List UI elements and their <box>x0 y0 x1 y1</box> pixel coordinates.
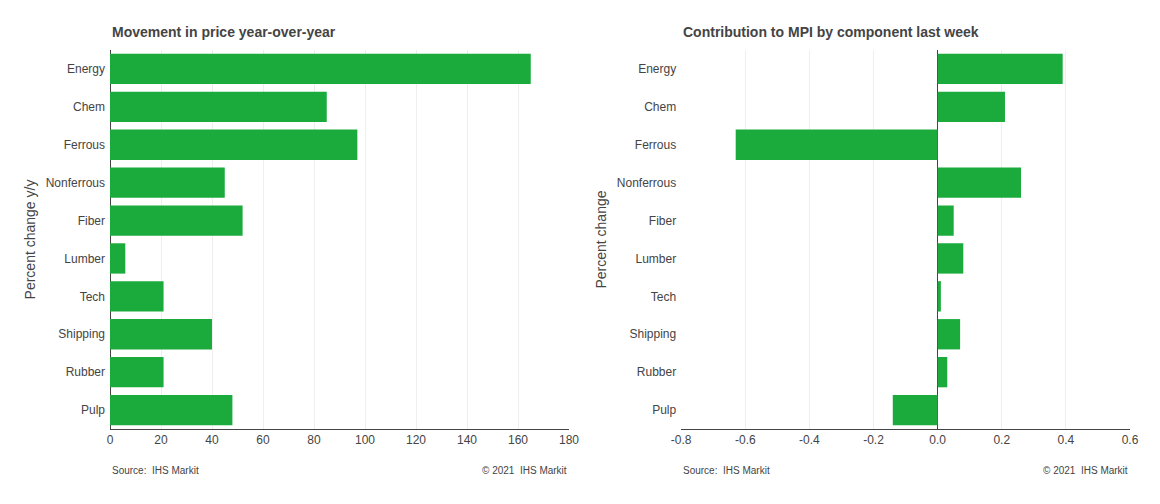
svg-text:Percent change y/y: Percent change y/y <box>22 180 38 300</box>
svg-text:Nonferrous: Nonferrous <box>617 176 676 190</box>
svg-text:Fiber: Fiber <box>78 214 105 228</box>
svg-text:Chem: Chem <box>73 100 105 114</box>
svg-text:-0.2: -0.2 <box>863 433 884 447</box>
svg-text:180: 180 <box>559 433 579 447</box>
svg-text:0: 0 <box>107 433 114 447</box>
svg-text:60: 60 <box>256 433 270 447</box>
svg-text:Percent change: Percent change <box>593 190 609 288</box>
svg-text:0.2: 0.2 <box>993 433 1010 447</box>
svg-text:© 2021 IHS Markit: © 2021 IHS Markit <box>1043 465 1128 476</box>
svg-text:Movement in price year-over-ye: Movement in price year-over-year <box>112 24 336 40</box>
svg-text:Lumber: Lumber <box>64 252 105 266</box>
svg-text:Tech: Tech <box>80 290 105 304</box>
svg-text:Ferrous: Ferrous <box>635 138 676 152</box>
svg-text:Nonferrous: Nonferrous <box>46 176 105 190</box>
svg-text:Shipping: Shipping <box>58 327 105 341</box>
svg-text:40: 40 <box>205 433 219 447</box>
svg-text:140: 140 <box>457 433 477 447</box>
svg-text:Chem: Chem <box>644 100 676 114</box>
svg-text:0.0: 0.0 <box>929 433 946 447</box>
svg-text:120: 120 <box>406 433 426 447</box>
svg-text:Energy: Energy <box>67 62 105 76</box>
svg-text:Tech: Tech <box>651 290 676 304</box>
svg-text:Rubber: Rubber <box>637 365 676 379</box>
svg-text:0.4: 0.4 <box>1058 433 1075 447</box>
svg-text:Source: IHS Markit: Source: IHS Markit <box>112 465 199 476</box>
svg-text:Contribution to MPI by compone: Contribution to MPI by component last we… <box>683 24 979 40</box>
svg-text:-0.6: -0.6 <box>735 433 756 447</box>
svg-text:Source: IHS Markit: Source: IHS Markit <box>683 465 770 476</box>
svg-text:Energy: Energy <box>638 62 676 76</box>
svg-text:160: 160 <box>508 433 528 447</box>
svg-text:Pulp: Pulp <box>81 403 105 417</box>
svg-text:80: 80 <box>307 433 321 447</box>
svg-text:-0.4: -0.4 <box>799 433 820 447</box>
svg-text:Shipping: Shipping <box>629 327 676 341</box>
svg-text:Pulp: Pulp <box>652 403 676 417</box>
svg-text:100: 100 <box>355 433 375 447</box>
svg-text:© 2021 IHS Markit: © 2021 IHS Markit <box>482 465 567 476</box>
svg-text:20: 20 <box>154 433 168 447</box>
svg-text:-0.8: -0.8 <box>671 433 692 447</box>
svg-text:Fiber: Fiber <box>649 214 676 228</box>
svg-text:Ferrous: Ferrous <box>64 138 105 152</box>
svg-text:0.6: 0.6 <box>1122 433 1139 447</box>
svg-text:Rubber: Rubber <box>66 365 105 379</box>
svg-text:Lumber: Lumber <box>636 252 677 266</box>
